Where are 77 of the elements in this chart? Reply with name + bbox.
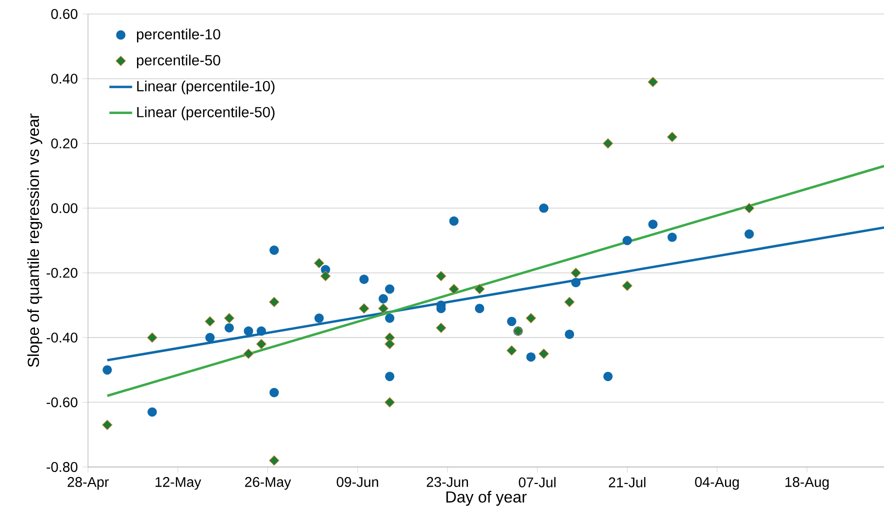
- point: [244, 326, 254, 336]
- point: [314, 313, 324, 323]
- point: [204, 316, 216, 327]
- legend-label: percentile-10: [136, 28, 220, 42]
- point: [378, 294, 388, 304]
- x-tick-label: 26-May: [245, 477, 292, 490]
- point: [526, 312, 536, 324]
- point: [648, 76, 658, 88]
- point: [506, 345, 517, 356]
- legend-label: Linear (percentile-50): [137, 106, 274, 120]
- legend-label: Linear (percentile-10): [137, 80, 274, 94]
- point: [474, 304, 484, 314]
- point: [622, 236, 632, 246]
- point: [539, 203, 548, 213]
- y-axis-title: Slope of quantile regression vs year: [27, 114, 42, 367]
- point: [359, 274, 369, 284]
- point: [385, 372, 394, 382]
- x-tick-label: 07-Jul: [518, 477, 556, 488]
- point: [474, 284, 485, 294]
- point: [564, 330, 574, 340]
- point: [269, 388, 279, 398]
- point: [320, 270, 331, 282]
- point: [507, 316, 516, 326]
- point: [622, 280, 632, 291]
- x-tick-label: 23-Jun: [426, 477, 468, 487]
- y-tick-label: 0.40: [51, 74, 78, 84]
- y-tick-label: 0.60: [51, 9, 78, 19]
- point: [358, 303, 370, 314]
- point: [448, 284, 460, 294]
- point: [269, 246, 279, 255]
- point: [436, 270, 446, 282]
- y-tick-label: -0.40: [46, 332, 78, 343]
- x-tick-label: 21-Jul: [608, 477, 646, 488]
- x-tick-label: 28-Apr: [68, 477, 109, 490]
- point: [148, 407, 157, 417]
- point: [378, 303, 388, 314]
- point: [314, 258, 324, 268]
- x-axis-title: Day of year: [446, 490, 527, 506]
- point: [102, 365, 112, 375]
- x-tick-label: 04-Aug: [695, 477, 739, 490]
- point: [224, 323, 234, 333]
- point: [256, 326, 266, 336]
- point: [603, 372, 613, 382]
- y-tick-label: -0.60: [46, 397, 78, 408]
- point: [744, 229, 754, 239]
- point: [243, 348, 254, 359]
- point: [268, 296, 280, 308]
- point: [385, 313, 394, 323]
- point: [668, 232, 677, 242]
- point: [102, 420, 112, 430]
- point: [648, 220, 658, 229]
- point: [384, 397, 395, 408]
- legend-label: percentile-50: [136, 54, 220, 68]
- point: [602, 138, 614, 149]
- point: [147, 332, 158, 343]
- point: [667, 132, 678, 142]
- y-tick-label: 0.00: [51, 203, 78, 214]
- point: [449, 216, 459, 226]
- point: [744, 202, 754, 214]
- x-tick-label: 12-May: [156, 477, 202, 490]
- point: [205, 332, 215, 342]
- point: [256, 338, 266, 350]
- point: [570, 268, 582, 278]
- x-tick-label: 09-Jun: [336, 477, 378, 487]
- point: [436, 322, 446, 334]
- point: [526, 352, 536, 362]
- y-tick-label: 0.20: [51, 138, 78, 148]
- point: [268, 455, 280, 466]
- x-tick-label: 18-Aug: [785, 477, 829, 490]
- point: [224, 312, 234, 324]
- y-tick-label: -0.20: [46, 268, 78, 278]
- point: [385, 284, 394, 294]
- point: [571, 278, 581, 288]
- y-tick-label: -0.80: [46, 462, 78, 472]
- point: [384, 338, 395, 350]
- point: [564, 296, 575, 308]
- point: [538, 348, 549, 359]
